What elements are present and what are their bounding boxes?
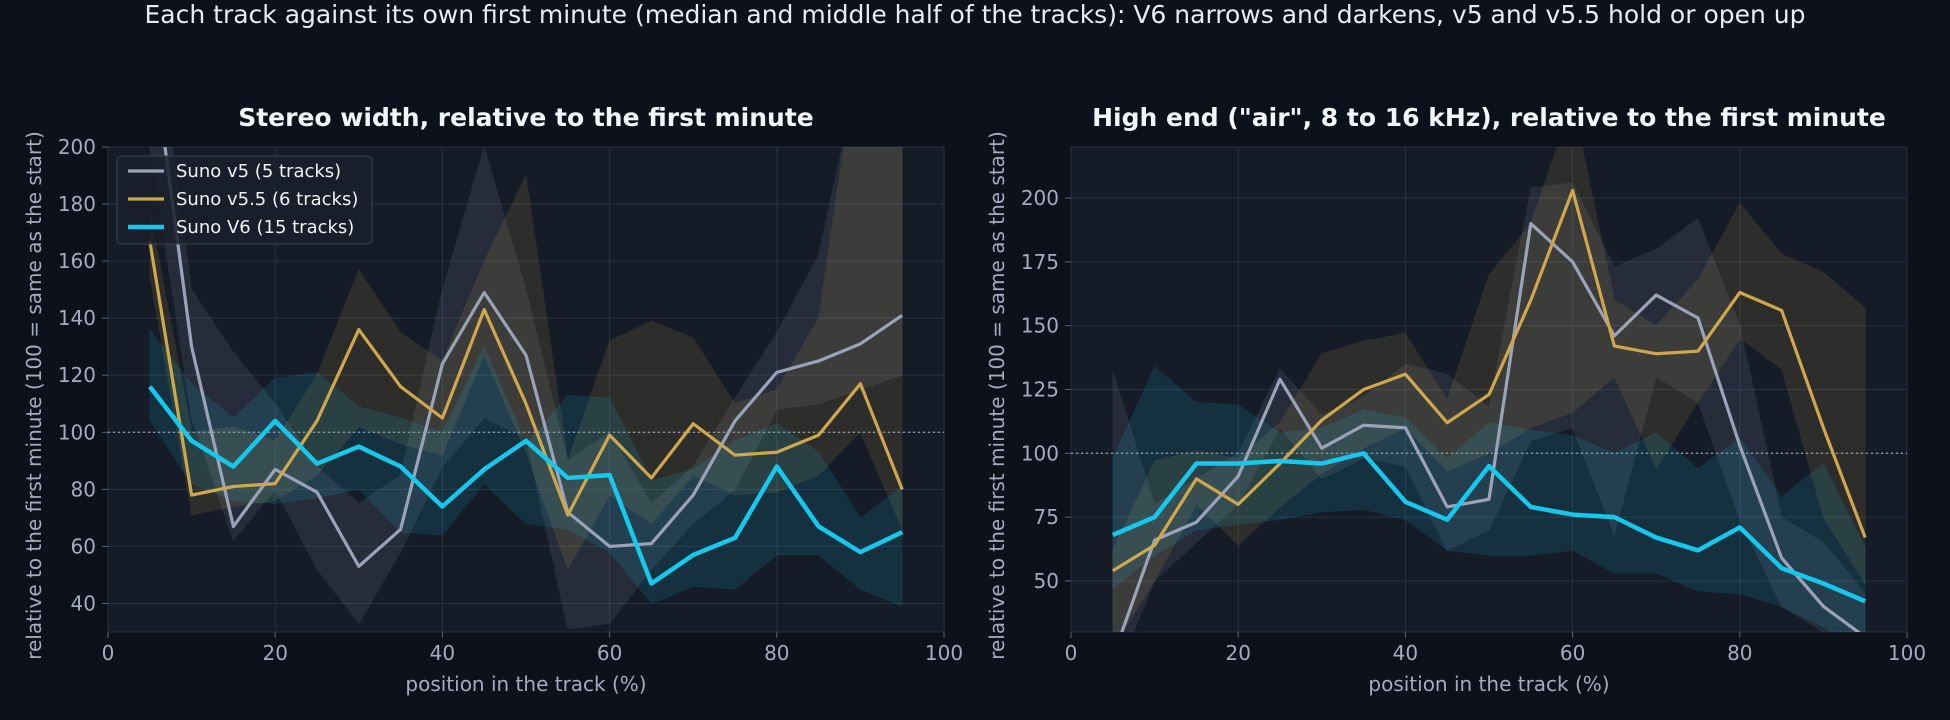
y-tick-label: 125 <box>1021 378 1059 402</box>
x-tick-label: 20 <box>262 641 287 665</box>
plot-series-group <box>148 147 904 630</box>
y-tick-label: 120 <box>58 363 96 387</box>
panel-title: High end ("air", 8 to 16 kHz), relative … <box>1092 103 1886 132</box>
median-line-v6 <box>148 385 904 586</box>
x-tick-label: 100 <box>925 641 963 665</box>
iqr-band-v5 <box>149 147 903 630</box>
x-tick-label: 0 <box>102 641 115 665</box>
y-tick-label: 60 <box>71 534 96 558</box>
x-tick-label: 80 <box>764 641 789 665</box>
y-axis-label: relative to the first minute (100 = same… <box>22 131 46 660</box>
y-tick-label: 180 <box>58 192 96 216</box>
y-tick-label: 160 <box>58 249 96 273</box>
legend-label-v6: Suno V6 (15 tracks) <box>176 217 354 238</box>
x-tick-label: 80 <box>1727 641 1752 665</box>
iqr-band-v6 <box>149 328 903 608</box>
figure-title: Each track against its own first minute … <box>144 0 1806 29</box>
plot-series-group <box>1111 147 1867 632</box>
x-axis-label: position in the track (%) <box>1368 672 1609 696</box>
median-line-v6 <box>1111 451 1867 604</box>
x-tick-label: 60 <box>597 641 622 665</box>
y-tick-label: 75 <box>1034 505 1059 529</box>
y-tick-label: 50 <box>1034 569 1059 593</box>
median-line-v5 <box>163 147 904 568</box>
chart-panel-1: 0 20 40 60 80 100 40 60 80 100 120 140 160 180 200 Ster… <box>22 103 963 696</box>
chart-panel-2: 0 20 40 60 80 100 50 75 100 125 150 175 200 High end … <box>985 103 1926 696</box>
y-tick-label: 150 <box>1021 314 1059 338</box>
y-tick-label: 200 <box>58 135 96 159</box>
x-tick-label: 40 <box>430 641 455 665</box>
x-tick-label: 20 <box>1225 641 1250 665</box>
x-tick-label: 40 <box>1393 641 1418 665</box>
y-tick-label: 140 <box>58 306 96 330</box>
legend-label-v55: Suno v5.5 (6 tracks) <box>176 189 358 210</box>
y-tick-label: 200 <box>1021 186 1059 210</box>
x-tick-label: 60 <box>1560 641 1585 665</box>
y-tick-label: 100 <box>58 420 96 444</box>
legend: Suno v5 (5 tracks) Suno v5.5 (6 tracks) Su… <box>116 155 373 245</box>
y-axis-label: relative to the first minute (100 = same… <box>985 131 1009 660</box>
iqr-band-v55 <box>1112 147 1866 632</box>
median-line-v5 <box>1120 221 1861 632</box>
y-tick-label: 175 <box>1021 250 1059 274</box>
x-axis-label: position in the track (%) <box>405 672 646 696</box>
median-line-v55 <box>1111 188 1867 573</box>
x-tick-label: 100 <box>1888 641 1926 665</box>
legend-label-v5: Suno v5 (5 tracks) <box>176 161 341 182</box>
legend-box <box>116 155 373 245</box>
y-tick-label: 40 <box>71 591 96 615</box>
panel-title: Stereo width, relative to the first minu… <box>238 103 814 132</box>
x-tick-label: 0 <box>1065 641 1078 665</box>
y-tick-label: 80 <box>71 477 96 501</box>
y-tick-label: 100 <box>1021 441 1059 465</box>
median-line-v55 <box>148 240 904 517</box>
